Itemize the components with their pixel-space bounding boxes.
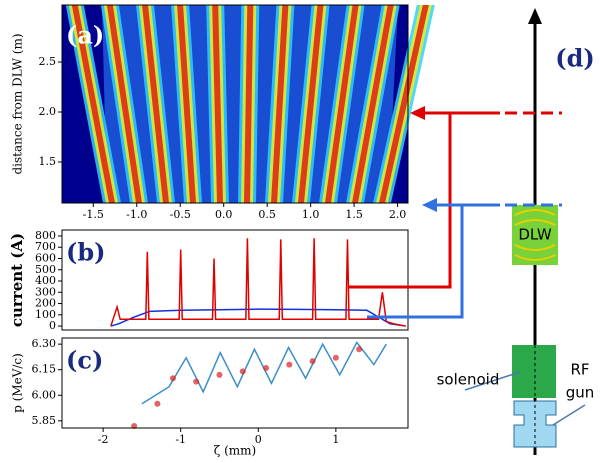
gun-label: gun: [566, 384, 595, 402]
y-tick-label: 200: [35, 297, 56, 310]
x-axis-label: ζ (mm): [214, 444, 256, 458]
x-tick-label: -1.5: [83, 208, 104, 221]
x-tick-label: 1.5: [345, 208, 363, 221]
phase-point: [239, 368, 246, 375]
dlw-field: [514, 209, 556, 261]
y-tick-label: 400: [35, 274, 56, 287]
phase-point: [193, 378, 200, 385]
y-axis-label: p (MeV/c): [11, 353, 25, 413]
y-tick-label: 100: [35, 308, 56, 321]
dlw-box: [512, 205, 558, 265]
axes-frame: [61, 229, 409, 331]
x-tick-label: 1.0: [302, 208, 320, 221]
x-tick-label: 2.0: [389, 208, 407, 221]
current-line: [110, 238, 406, 327]
arrow-blue: [422, 198, 437, 212]
heatmap-stripe: [271, 5, 289, 203]
y-tick-label: 6.00: [32, 388, 57, 401]
heatmap-stripe: [379, 5, 429, 203]
heatmap-stripe: [298, 5, 324, 203]
y-tick-label: 1.5: [39, 155, 57, 168]
solenoid-pointer: [464, 371, 521, 391]
heatmap-stripe: [352, 5, 394, 203]
y-tick-label: 0: [49, 319, 56, 332]
y-tick-label: 2.5: [39, 55, 57, 68]
y-tick-label: 6.30: [32, 337, 57, 350]
gun-pointer: [552, 404, 586, 426]
x-tick-label: -1.0: [126, 208, 147, 221]
solenoid-label: solenoid: [437, 371, 500, 389]
y-axis-label: current (A): [8, 233, 26, 327]
link-blue: [367, 203, 464, 319]
x-tick-label: 1: [332, 433, 339, 446]
x-tick-label: -1: [175, 433, 186, 446]
panel-label: (a): [66, 21, 104, 50]
x-tick-label: 0: [255, 433, 262, 446]
y-tick-label: 2.0: [39, 105, 57, 118]
phase-point: [356, 346, 363, 353]
arrow-head: [528, 8, 542, 24]
heatmap-stripe: [244, 5, 254, 203]
link-red: [348, 111, 452, 289]
heatmap-stripe: [325, 5, 359, 203]
phase-point: [216, 371, 223, 378]
arrow-red: [410, 106, 425, 120]
heatmap-stripe: [142, 5, 169, 203]
panel-label: (d): [555, 44, 595, 73]
heatmap-stripe: [177, 5, 196, 203]
phase-point: [169, 375, 176, 382]
panel-label: (b): [66, 238, 106, 267]
current-line: [110, 308, 406, 327]
phase-point: [154, 400, 161, 407]
panel: 1.5 2.0 2.5 -1.5 -1.0 -0.5 0.0 0.5 1.0 1.5 2.0 dist…: [11, 4, 435, 221]
phase-curve: [141, 341, 387, 405]
diagram: (d) DLW solenoid RF gun: [348, 8, 595, 455]
y-tick-label: 800: [35, 229, 56, 242]
phase-point: [332, 354, 339, 361]
y-tick-label: 5.85: [32, 414, 57, 427]
heatmap-stripe: [212, 5, 223, 203]
x-tick-label: 0.5: [258, 208, 276, 221]
phase-point: [286, 361, 293, 368]
phase-point: [263, 365, 270, 371]
y-tick-label: 6.15: [32, 363, 57, 376]
heatmap-stripe: [106, 5, 142, 203]
heatmap-stripe: [71, 5, 115, 203]
axes-frame: [61, 337, 409, 429]
y-tick-label: 700: [35, 240, 56, 253]
y-tick-label: 600: [35, 251, 56, 264]
phase-point: [131, 422, 138, 429]
y-axis-label: distance from DLW (m): [11, 33, 25, 174]
phase-point: [309, 358, 316, 365]
solenoid-box: [512, 345, 556, 398]
x-tick-label: 0.0: [215, 208, 233, 221]
x-tick-label: -2: [98, 433, 109, 446]
y-tick-label: 300: [35, 285, 56, 298]
axes-frame: [61, 4, 409, 204]
panel-label: (c): [66, 346, 103, 375]
panel: 5.85 6.00 6.15 6.30 -2 -1 0 1 p (MeV/c) ζ (mm) (c): [11, 337, 409, 458]
rf-label: RF: [570, 361, 589, 379]
dlw-label: DLW: [518, 226, 552, 244]
y-tick-label: 500: [35, 263, 56, 276]
x-tick-label: -0.5: [170, 208, 191, 221]
